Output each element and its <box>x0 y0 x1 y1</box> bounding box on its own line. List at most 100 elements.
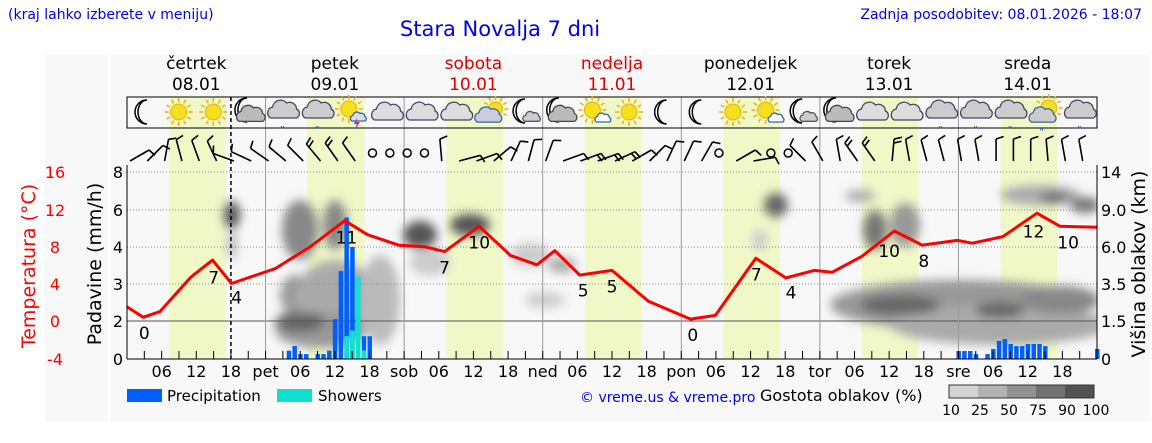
cloud-shape <box>994 99 1028 119</box>
sun-ray <box>1056 100 1062 104</box>
barb-shaft <box>175 139 183 162</box>
sun-ray <box>502 101 508 106</box>
precipitation-tick: 4 <box>113 238 123 257</box>
barb-feather <box>920 134 929 141</box>
sun-ray <box>502 112 508 117</box>
sun-ray <box>584 97 589 102</box>
cloud-shape <box>267 99 300 119</box>
wind-barb-icon <box>324 136 339 162</box>
credit-link[interactable]: © vreme.us & vreme.pro <box>580 390 755 406</box>
calm-wind-icon <box>402 148 412 158</box>
x-tick-label: 06 <box>567 362 587 381</box>
wind-barb-icon <box>544 139 562 162</box>
precipitation-bar <box>1014 346 1019 359</box>
moon-icon <box>134 99 148 125</box>
wind-barb-icon <box>1012 135 1022 161</box>
precipitation-bar <box>292 346 297 359</box>
sun-ray <box>637 104 642 108</box>
calm-wind-icon <box>783 148 793 158</box>
density-swatch <box>1065 385 1094 398</box>
sun-ray <box>596 97 601 102</box>
wind-barb-icon <box>937 134 946 162</box>
barb-feather <box>893 136 903 140</box>
wind-barb-icon <box>844 136 859 162</box>
x-tick-label: 06 <box>290 362 310 381</box>
cloud-height-tick: 14 <box>1101 163 1121 182</box>
calm-wind-icon <box>419 148 430 158</box>
barb-shaft <box>683 140 695 162</box>
cloud-rain-icon: " <box>1063 99 1097 136</box>
temperature-axis-title: Temperatura (°C) <box>18 184 40 349</box>
density-tick-label: 50 <box>1000 403 1018 419</box>
wind-barb-icon <box>305 136 322 162</box>
day-name: petek <box>311 54 359 74</box>
x-day-label: tor <box>809 362 832 381</box>
barb-shaft <box>649 144 666 162</box>
sun-ray <box>1041 95 1045 100</box>
barb-shaft <box>163 139 170 162</box>
wind-barb-icon <box>700 141 721 162</box>
barb-shaft <box>191 140 201 162</box>
barb-shaft <box>510 140 522 162</box>
cloud-shape <box>594 112 612 123</box>
temperature-label: 10 <box>1057 234 1079 254</box>
calm-wind-icon <box>385 148 395 158</box>
sun-ray <box>741 116 746 120</box>
precipitation-bar <box>1002 339 1008 359</box>
density-tick-label: 25 <box>971 403 989 419</box>
wind-barb-icon <box>129 149 156 162</box>
cloud-rain-icon: " <box>994 99 1028 136</box>
wind-barb-icon <box>920 134 929 162</box>
cloud-icon <box>856 101 889 121</box>
barb-feather <box>206 135 214 142</box>
cloud-shape <box>959 99 993 119</box>
calm-wind-icon <box>766 148 776 158</box>
sun-ray <box>633 120 637 125</box>
sun-ray <box>221 116 226 120</box>
precipitation-tick: 2 <box>113 312 123 331</box>
precipitation-bar <box>1019 346 1025 359</box>
x-day-label: ned <box>528 362 558 381</box>
precipitation-legend-label: Precipitation <box>167 387 261 405</box>
wind-barb-icon <box>1078 134 1087 162</box>
sun-thunder-icon <box>334 95 367 130</box>
sun-small-cloud-icon <box>578 96 612 124</box>
precipitation-tick: 6 <box>113 201 123 220</box>
cloud-density-legend-title: Gostota oblakov (%) <box>760 386 923 405</box>
sun-icon <box>164 98 193 126</box>
showers-bar <box>355 276 361 359</box>
temperature-tick: 8 <box>50 238 60 257</box>
barb-feather <box>754 149 762 156</box>
sun-ray <box>773 102 779 106</box>
temperature-label: 12 <box>1023 223 1045 243</box>
temperature-label: 0 <box>687 326 698 346</box>
precipitation-tick: 8 <box>113 163 123 182</box>
barb-feather <box>305 136 312 145</box>
temperature-label: 4 <box>231 289 242 309</box>
x-tick-label: 06 <box>151 362 171 381</box>
barb-feather <box>439 135 448 140</box>
density-tick-label: 75 <box>1029 403 1047 419</box>
sun-ray <box>353 96 357 101</box>
rain-mark: " <box>938 125 943 136</box>
barb-shaft <box>212 152 235 162</box>
density-tick-label: 100 <box>1083 403 1110 419</box>
sun-ray <box>616 116 621 120</box>
precipitation-bar <box>327 350 332 359</box>
weather-icon-row <box>126 96 1098 129</box>
temperature-line <box>126 211 1098 321</box>
moon-icon <box>688 99 702 125</box>
barb-shaft <box>920 139 928 162</box>
cloud-shape <box>440 101 474 121</box>
moon-small-cloud-icon <box>512 98 541 124</box>
x-tick-label: 18 <box>221 362 241 381</box>
wind-barb-icon <box>753 156 780 165</box>
location-hint-link[interactable]: (kraj lahko izberete v meniju) <box>8 7 214 23</box>
wind-barb-icon <box>286 137 304 162</box>
sun-ray <box>757 97 762 102</box>
barb-feather <box>861 136 868 144</box>
cloud-height-tick: 0 <box>1101 350 1111 369</box>
x-tick-label: 12 <box>740 362 760 381</box>
x-tick-label: 12 <box>463 362 483 381</box>
sun-ray <box>205 120 209 125</box>
